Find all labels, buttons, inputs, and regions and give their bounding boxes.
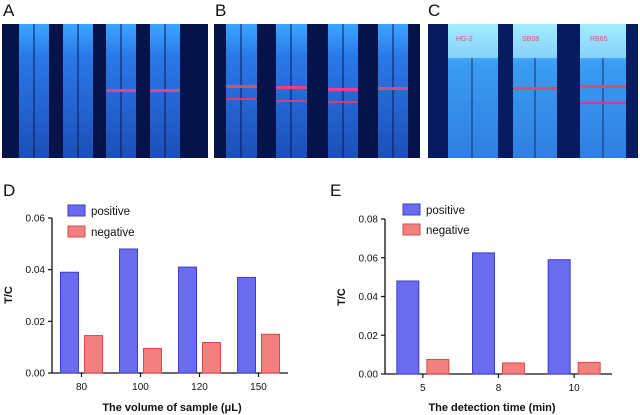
test-strip: SB08	[513, 24, 557, 158]
y-tick-label: 0.00	[359, 370, 379, 381]
x-tick-label: 80	[76, 382, 88, 393]
y-tick-label: 0.02	[26, 317, 46, 328]
bar-positive-8	[472, 252, 495, 375]
control-band	[580, 85, 626, 88]
test-strip	[328, 24, 358, 158]
test-strip: RB65	[580, 24, 626, 158]
bar-positive-80	[60, 271, 79, 374]
y-tick-label: 0.04	[359, 292, 379, 303]
bar-negative-150	[261, 333, 280, 374]
control-band	[513, 87, 557, 90]
panel-letter-c: C	[428, 1, 440, 20]
x-axis-title: The volume of sample (μL)	[102, 402, 242, 414]
y-tick-label: 0.06	[26, 214, 46, 225]
x-tick-label: 5	[420, 383, 426, 394]
panel-letter-d: D	[3, 181, 15, 200]
legend-swatch-positive	[67, 204, 86, 217]
x-axis-title: The detection time (min)	[428, 402, 555, 414]
photo-b	[214, 24, 420, 158]
control-band	[226, 85, 257, 88]
legend-swatch-negative	[67, 225, 86, 238]
test-band	[106, 89, 136, 92]
legend-label-negative: negative	[91, 227, 134, 239]
bar-negative-80	[84, 335, 103, 374]
chart-e: T/C The detection time (min) positive ne…	[336, 203, 612, 414]
control-band	[276, 86, 307, 89]
bar-negative-8	[502, 362, 525, 375]
test-band	[150, 89, 180, 92]
panel-letter-a: A	[3, 1, 15, 20]
legend: positive negative	[402, 203, 469, 237]
test-strip	[63, 24, 93, 158]
strip-label: HG-2	[456, 36, 473, 43]
bar-positive-150	[237, 276, 256, 374]
y-tick-label: 0.08	[359, 215, 379, 226]
test-band	[276, 100, 307, 102]
panel-letter-b: B	[215, 1, 226, 20]
test-band	[226, 98, 257, 100]
bar-negative-5	[426, 358, 450, 375]
y-tick-label: 0.00	[26, 369, 46, 380]
bar-positive-120	[178, 266, 197, 374]
y-tick-label: 0.02	[359, 331, 379, 342]
y-axis-title: T/C	[336, 288, 348, 306]
bar-positive-100	[119, 248, 138, 374]
photo-c: HG-2 SB08 RB65	[428, 24, 638, 158]
x-tick-label: 100	[132, 382, 149, 393]
test-strip	[19, 24, 49, 158]
y-tick-label: 0.04	[26, 265, 46, 276]
legend: positive negative	[67, 204, 134, 239]
x-tick-label: 150	[250, 382, 267, 393]
test-band	[328, 101, 358, 103]
bar-positive-5	[396, 280, 420, 375]
legend-label-negative: negative	[426, 225, 469, 237]
test-band	[580, 102, 626, 104]
bar-negative-10	[577, 361, 601, 375]
bar-negative-100	[143, 347, 162, 374]
strip-label: SB08	[522, 36, 539, 43]
x-tick-label: 10	[569, 383, 581, 394]
control-band	[328, 88, 358, 91]
panel-letter-e: E	[330, 181, 341, 200]
test-strip	[276, 24, 307, 158]
bar-negative-120	[202, 342, 221, 374]
bar-positive-10	[547, 259, 571, 375]
legend-swatch-positive	[402, 203, 421, 216]
strip-label: RB65	[590, 36, 608, 43]
test-strip	[150, 24, 180, 158]
y-axis-title: T/C	[3, 286, 15, 304]
chart-d: T/C The volume of sample (μL) positive n…	[3, 204, 288, 414]
legend-label-positive: positive	[426, 205, 465, 217]
test-strip	[378, 24, 408, 158]
test-strip	[226, 24, 257, 158]
y-tick-label: 0.06	[359, 253, 379, 264]
legend-label-positive: positive	[91, 206, 130, 218]
photo-a	[2, 24, 208, 158]
test-strip: HG-2	[448, 24, 498, 158]
test-strip	[106, 24, 136, 158]
control-band	[378, 87, 408, 90]
x-tick-label: 8	[496, 383, 502, 394]
x-tick-label: 120	[191, 382, 208, 393]
legend-swatch-negative	[402, 223, 421, 236]
